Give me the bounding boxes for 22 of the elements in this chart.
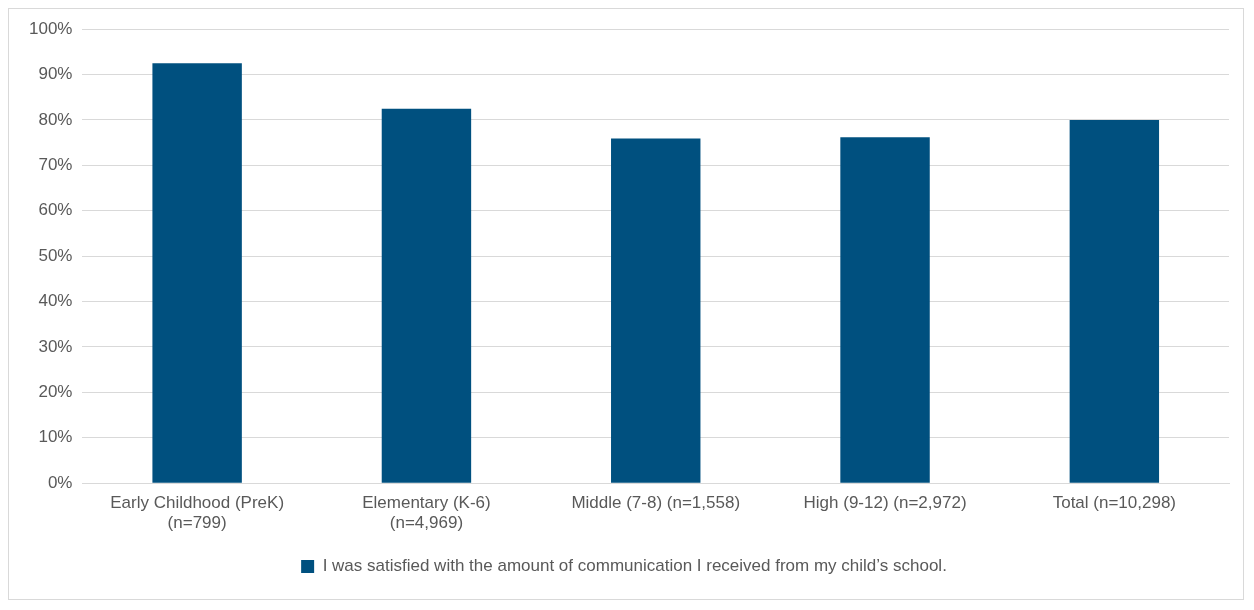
- y-tick-label: 100%: [29, 18, 73, 38]
- bar: [1069, 120, 1160, 483]
- y-tick-label: 40%: [38, 291, 73, 311]
- x-tick-label: High (9-12) (n=2,972): [803, 493, 967, 513]
- y-tick-label: 90%: [38, 64, 73, 84]
- bar: [611, 138, 701, 483]
- y-tick-label: 10%: [38, 427, 73, 447]
- y-tick-label: 20%: [38, 382, 73, 402]
- y-tick-label: 0%: [47, 472, 73, 492]
- y-tick-label: 80%: [38, 109, 73, 129]
- y-tick-label: 30%: [38, 336, 73, 356]
- x-tick-label: Total (n=10,298): [1052, 493, 1177, 513]
- y-tick-label: 70%: [38, 155, 73, 175]
- legend-label: I was satisfied with the amount of communication I received from my child’s school.: [322, 556, 947, 576]
- x-tick-label: Elementary (K-6) (n=4,969): [362, 493, 491, 533]
- y-tick-label: 50%: [38, 245, 73, 265]
- bar: [840, 137, 930, 483]
- y-tick-label: 60%: [38, 200, 73, 220]
- bar: [381, 108, 472, 483]
- x-tick-label: Middle (7-8) (n=1,558): [571, 493, 741, 513]
- x-tick-label: Early Childhood (PreK) (n=799): [110, 493, 285, 533]
- bar: [152, 63, 242, 483]
